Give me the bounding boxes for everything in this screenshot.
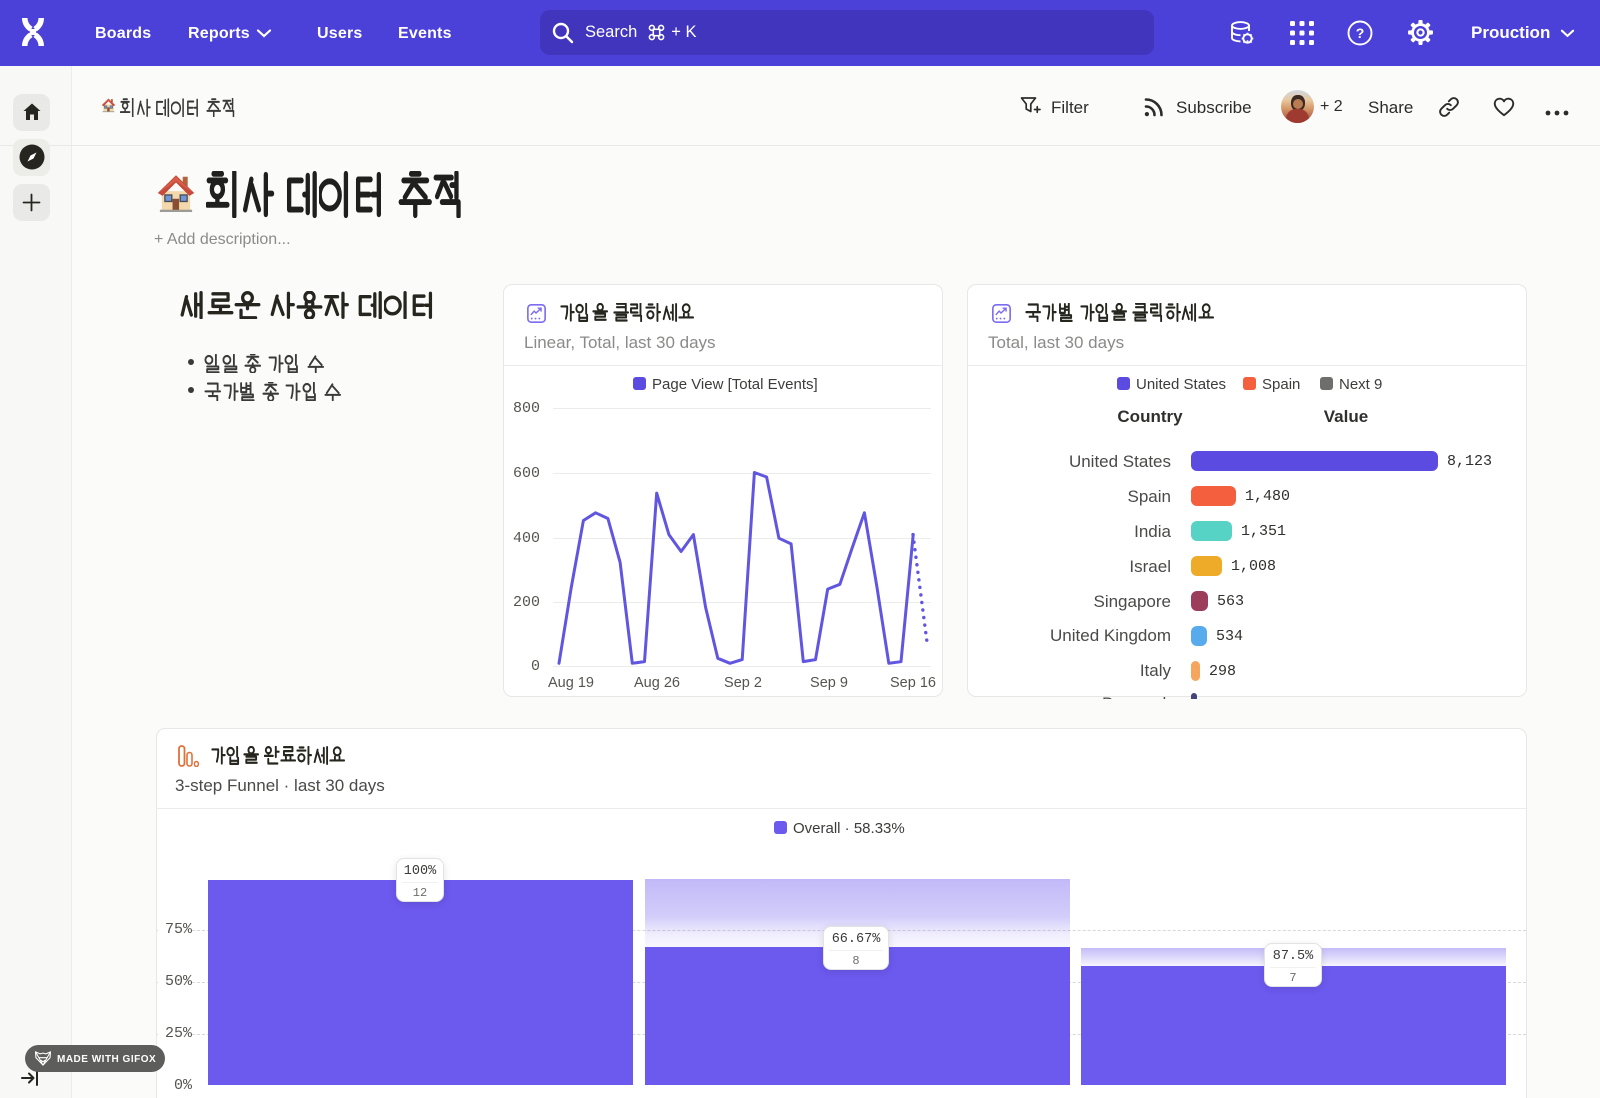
svg-text:?: ?	[1356, 25, 1365, 41]
